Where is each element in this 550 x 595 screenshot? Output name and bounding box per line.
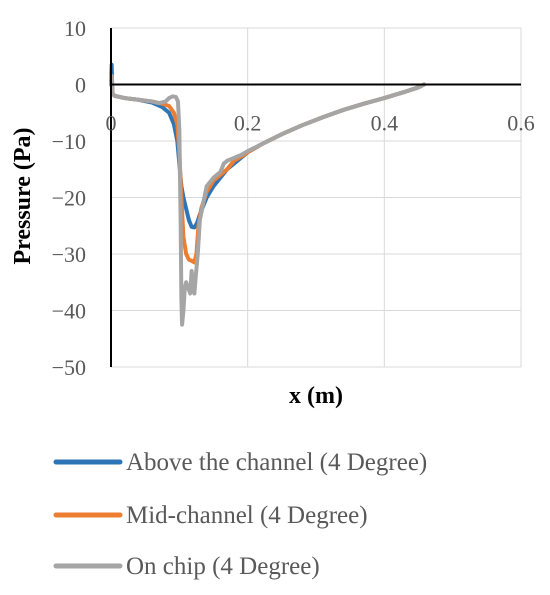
axes-layer — [110, 28, 521, 367]
y-tick-label: −30 — [52, 242, 86, 267]
legend: Above the channel (4 Degree) Mid-channel … — [53, 449, 427, 580]
tick-labels: 10 0 −10 −20 −30 −40 −50 0 0.2 0.4 0.6 — [52, 16, 535, 380]
y-tick-label: −10 — [52, 129, 86, 154]
legend-label-3: On chip (4 Degree) — [126, 553, 320, 580]
y-tick-label: 10 — [64, 16, 86, 41]
x-tick-label: 0.2 — [234, 111, 262, 136]
y-tick-label: −40 — [52, 299, 86, 324]
x-tick-label: 0 — [106, 111, 117, 136]
legend-label-2: Mid-channel (4 Degree) — [126, 502, 368, 529]
y-axis-title: Pressure (Pa) — [10, 127, 36, 264]
x-axis-title: x (m) — [289, 383, 343, 409]
series-line-1 — [109, 62, 426, 230]
series-line-3 — [109, 74, 426, 327]
x-tick-label: 0.4 — [371, 111, 399, 136]
y-tick-label: 0 — [75, 73, 86, 98]
gridlines — [111, 27, 522, 368]
y-tick-label: −20 — [52, 186, 86, 211]
y-tick-label: −50 — [52, 355, 86, 380]
series-layer — [109, 62, 426, 327]
legend-label-1: Above the channel (4 Degree) — [126, 449, 427, 476]
x-tick-label: 0.6 — [507, 111, 535, 136]
